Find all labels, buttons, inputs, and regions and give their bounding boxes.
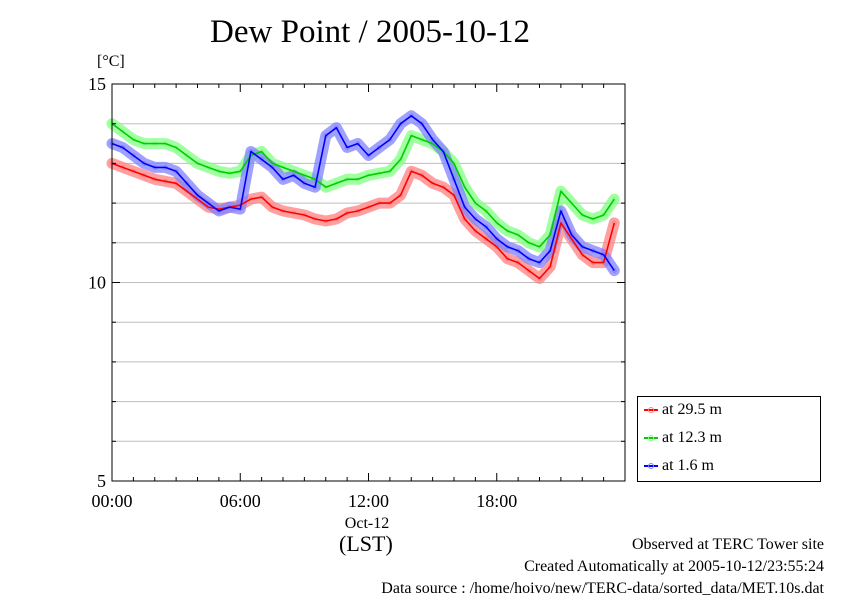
- series-line: [111, 162, 616, 280]
- x-tick-label: 06:00: [220, 491, 261, 511]
- legend-swatch: [644, 463, 658, 469]
- data-point: [473, 216, 478, 222]
- data-point: [526, 268, 532, 273]
- legend-swatch: [644, 435, 658, 441]
- data-point: [612, 196, 617, 202]
- x-tick-labels: 00:00 06:00 12:00 18:00: [91, 491, 517, 511]
- data-point: [483, 224, 489, 230]
- legend-item: at 29.5 m: [644, 400, 722, 420]
- series-lines: [111, 115, 616, 280]
- series-line: [111, 123, 615, 248]
- legend-label: at 1.6 m: [662, 457, 714, 474]
- y-tick-label: 10: [88, 273, 106, 293]
- data-point: [184, 180, 190, 186]
- data-point: [473, 200, 478, 206]
- data-point: [537, 276, 542, 281]
- y-tick-labels: 5 10 15: [88, 74, 106, 491]
- y-tick-label: 5: [97, 471, 106, 491]
- data-point: [483, 236, 489, 242]
- data-point: [483, 208, 489, 214]
- data-point: [131, 153, 136, 158]
- chart-title: Dew Point / 2005-10-12: [210, 14, 530, 50]
- legend-item: at 12.3 m: [644, 428, 722, 448]
- axis-ticks: [111, 83, 626, 482]
- data-point: [494, 220, 500, 226]
- data-point: [408, 113, 414, 119]
- data-point: [473, 228, 478, 234]
- data-point: [120, 129, 125, 134]
- data-point: [430, 137, 435, 142]
- data-point: [334, 125, 339, 130]
- data-point: [387, 137, 393, 142]
- footer-source: Data source : /home/hoivo/new/TERC-data/…: [381, 580, 824, 597]
- data-point: [494, 236, 500, 242]
- data-point: [419, 121, 425, 126]
- data-point: [366, 153, 371, 158]
- data-point: [259, 157, 264, 162]
- legend-label: at 12.3 m: [662, 429, 722, 446]
- y-tick-label: 15: [88, 74, 106, 94]
- x-tick-label: 12:00: [348, 491, 389, 511]
- legend: at 29.5 m at 12.3 m at 1.6 m: [637, 396, 821, 482]
- footer-created: Created Automatically at 2005-10-12/23:5…: [524, 558, 824, 575]
- data-point: [398, 121, 403, 126]
- data-point: [205, 200, 211, 206]
- data-point: [376, 145, 382, 150]
- x-axis-label: (LST): [339, 531, 393, 556]
- x-tick-label: 18:00: [476, 491, 517, 511]
- data-point: [612, 268, 617, 273]
- data-point: [184, 153, 190, 158]
- legend-swatch: [644, 407, 658, 413]
- data-point: [270, 165, 275, 170]
- legend-label: at 29.5 m: [662, 401, 722, 418]
- data-point: [579, 252, 585, 258]
- footer: Observed at TERC Tower site Created Auto…: [381, 534, 824, 600]
- x-tick-label: 00:00: [91, 491, 132, 511]
- data-point: [569, 200, 574, 206]
- series-line: [111, 115, 615, 272]
- x-date-label: Oct-12: [345, 515, 389, 532]
- footer-observed: Observed at TERC Tower site: [631, 536, 824, 553]
- series-bands: [106, 110, 620, 284]
- data-point: [195, 192, 200, 198]
- y-axis-unit: [°C]: [97, 53, 125, 70]
- legend-item: at 1.6 m: [644, 456, 714, 476]
